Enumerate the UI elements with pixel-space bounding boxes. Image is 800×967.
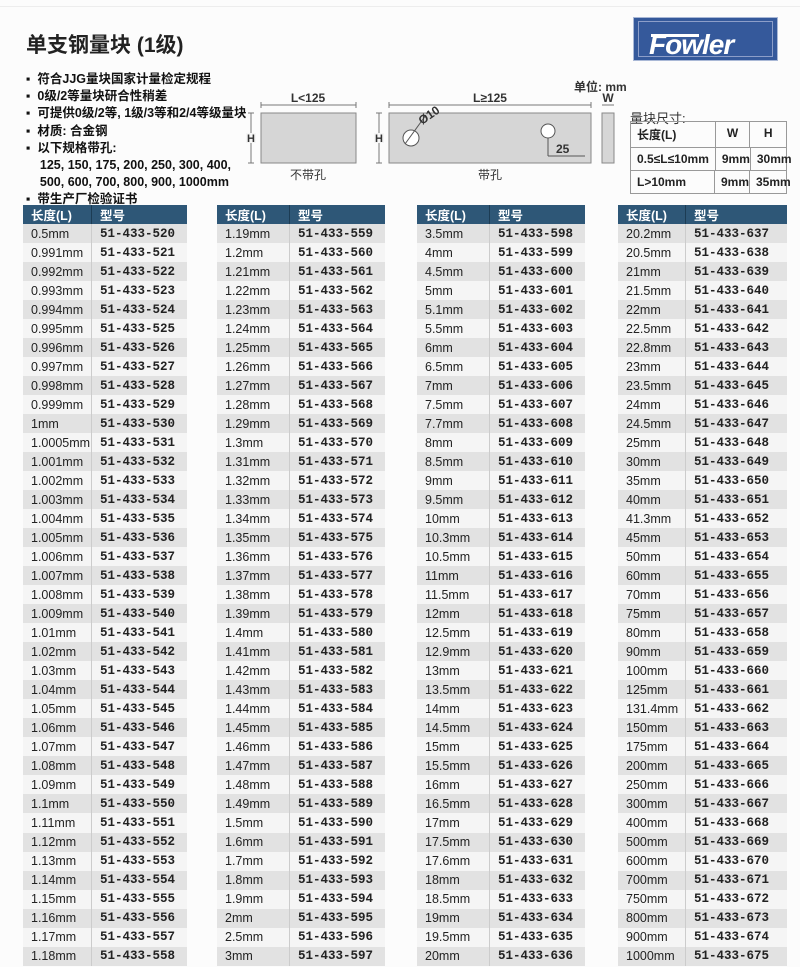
svg-text:H: H [375, 133, 383, 145]
svg-text:25: 25 [556, 142, 570, 156]
svg-text:L≥125: L≥125 [473, 92, 507, 105]
svg-text:W: W [602, 92, 614, 105]
svg-text:H: H [247, 133, 255, 145]
svg-text:不带孔: 不带孔 [290, 168, 326, 182]
svg-text:L<125: L<125 [291, 92, 326, 105]
svg-text:带孔: 带孔 [478, 168, 502, 182]
